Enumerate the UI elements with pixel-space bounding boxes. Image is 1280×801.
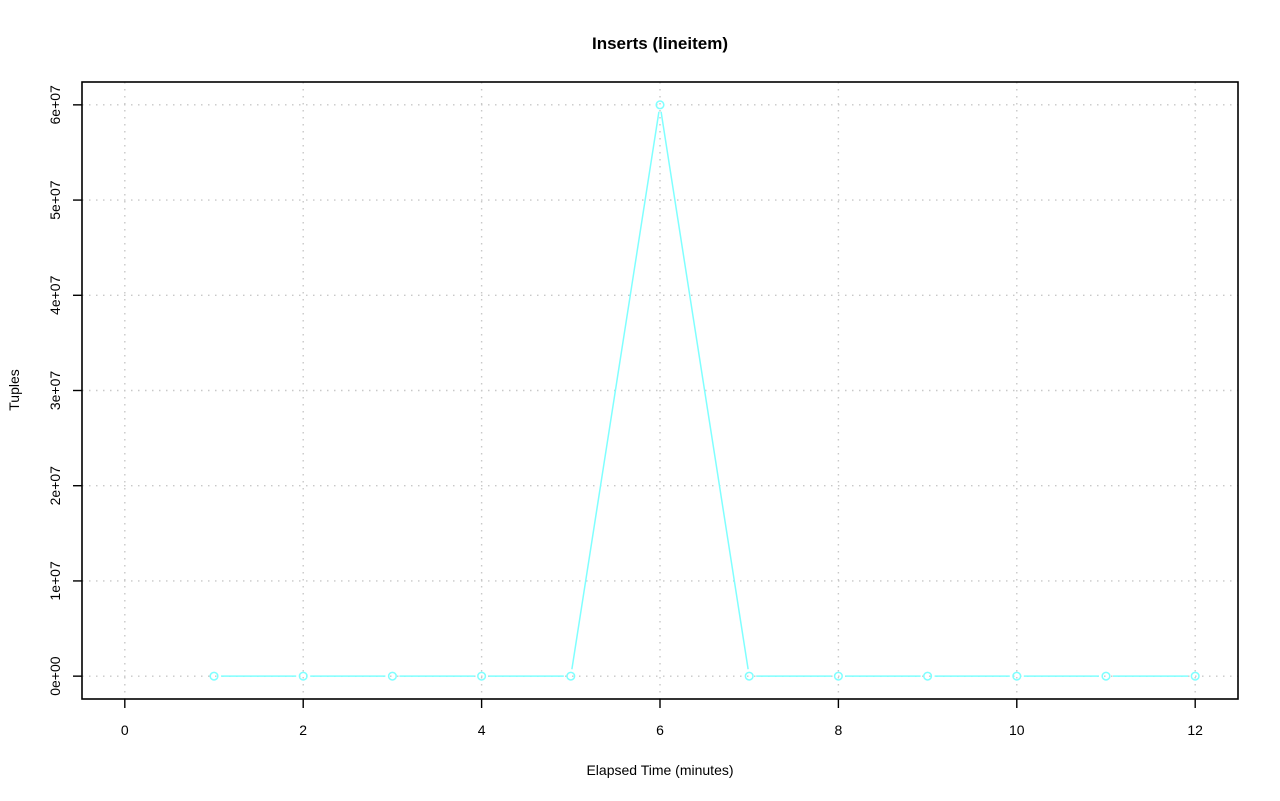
x-tick-label: 6 (656, 722, 664, 738)
x-tick-label: 12 (1187, 722, 1203, 738)
data-point (923, 671, 933, 681)
data-point (477, 671, 487, 681)
y-axis: 0e+00 1e+07 2e+07 3e+07 4e+07 5e+07 6e+07 (47, 85, 82, 696)
x-tick-label: 10 (1009, 722, 1025, 738)
data-point (833, 671, 843, 681)
data-point (566, 671, 576, 681)
x-tick-label: 2 (299, 722, 307, 738)
series-line-segment (660, 111, 749, 670)
data-point (655, 100, 665, 110)
grid (82, 82, 1238, 699)
data-point (1012, 671, 1022, 681)
x-tick-label: 8 (834, 722, 842, 738)
y-tick-label: 0e+00 (47, 656, 63, 696)
data-point (1190, 671, 1200, 681)
data-point (209, 671, 219, 681)
y-axis-label: Tuples (6, 369, 22, 411)
y-tick-label: 3e+07 (47, 371, 63, 411)
data-point (298, 671, 308, 681)
series-line-segment (571, 111, 660, 670)
data-point (744, 671, 754, 681)
x-axis: 0 2 4 6 8 10 12 (121, 699, 1203, 738)
y-tick-label: 1e+07 (47, 561, 63, 601)
series-lineitem-inserts (209, 100, 1200, 681)
data-point (1101, 671, 1111, 681)
x-tick-label: 4 (478, 722, 486, 738)
y-tick-label: 2e+07 (47, 466, 63, 506)
chart-title: Inserts (lineitem) (592, 34, 728, 53)
y-tick-label: 6e+07 (47, 85, 63, 125)
x-tick-label: 0 (121, 722, 129, 738)
x-axis-label: Elapsed Time (minutes) (586, 762, 733, 778)
y-tick-label: 4e+07 (47, 275, 63, 315)
y-tick-label: 5e+07 (47, 180, 63, 220)
data-point (387, 671, 397, 681)
